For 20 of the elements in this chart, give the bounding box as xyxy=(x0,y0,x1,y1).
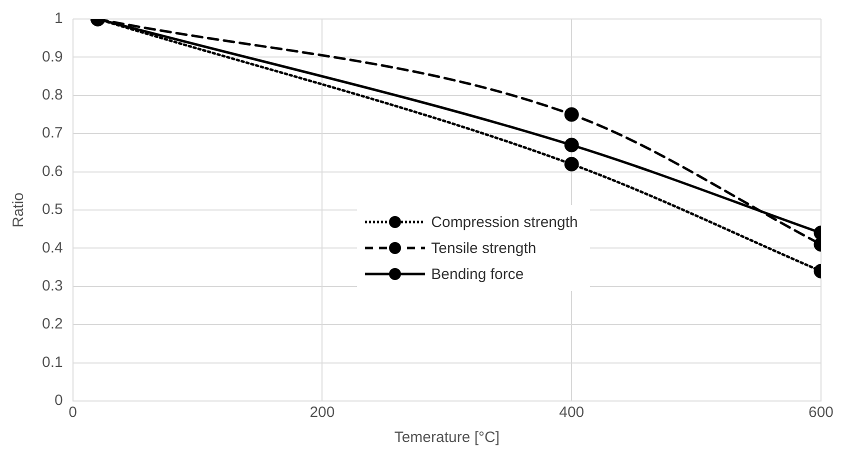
x-tick-label: 0 xyxy=(68,404,78,422)
y-axis-title: Ratio xyxy=(10,192,28,228)
y-tick-label: 0.8 xyxy=(42,86,63,104)
legend-label: Bending force xyxy=(431,266,524,283)
y-tick-label: 0.9 xyxy=(42,48,63,66)
y-tick-label: 0 xyxy=(54,392,63,410)
legend-label: Tensile strength xyxy=(431,240,536,257)
x-axis-title: Temerature [°C] xyxy=(394,429,500,446)
y-tick-label: 0.2 xyxy=(42,316,63,333)
x-tick-label: 400 xyxy=(559,404,584,422)
x-tick-label: 600 xyxy=(808,404,834,422)
legend-label: Compression strength xyxy=(431,214,578,231)
y-tick-label: 0.4 xyxy=(42,239,63,256)
y-tick-label: 1 xyxy=(54,10,63,28)
y-tick-label: 0.3 xyxy=(42,278,63,295)
y-tick-label: 0.5 xyxy=(42,201,63,218)
y-tick-label: 0.1 xyxy=(42,354,63,371)
y-tick-label: 0.6 xyxy=(42,162,63,180)
x-tick-label: 200 xyxy=(310,404,335,422)
y-tick-label: 0.7 xyxy=(42,124,63,142)
